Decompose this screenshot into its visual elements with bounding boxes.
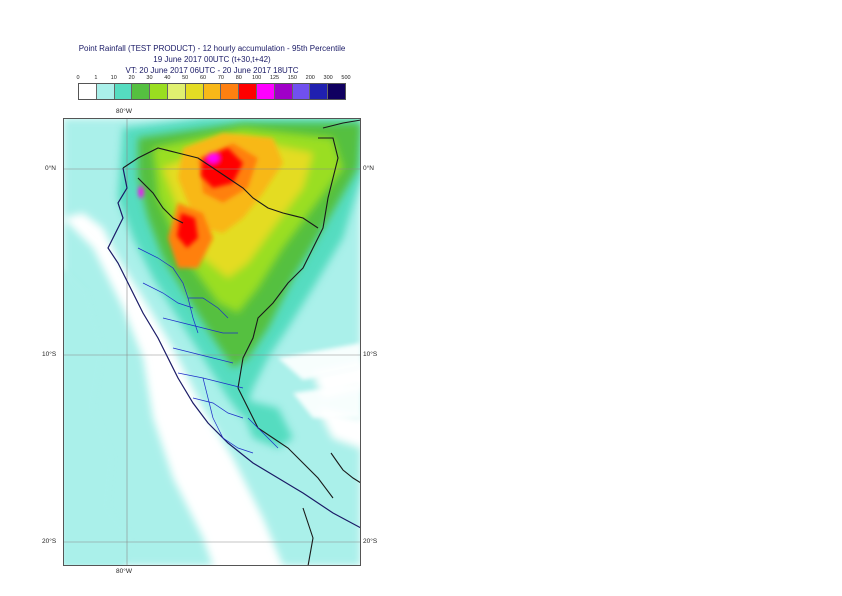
lat-label-0-right: 0°N: [363, 165, 374, 172]
legend-swatch-3: [132, 84, 151, 99]
legend-swatch-2: [114, 84, 133, 99]
lat-label-20-right: 20°S: [363, 538, 378, 545]
national-borders: [122, 119, 361, 566]
lon-label-top: 80°W: [116, 108, 132, 115]
legend-swatch-11: [274, 84, 293, 99]
legend-tick-0: 0: [76, 75, 80, 81]
legend-tick-9: 80: [235, 75, 242, 81]
legend-tick-12: 150: [287, 75, 297, 81]
map-svg: [63, 118, 361, 566]
legend-swatch-4: [150, 84, 168, 99]
legend-tick-11: 125: [269, 75, 280, 81]
lat-label-10-right: 10°S: [363, 351, 378, 358]
lat-label-20-left: 20°S: [42, 538, 57, 545]
map-frame: [63, 118, 361, 566]
legend-tick-2: 10: [110, 75, 117, 81]
coastline: [107, 167, 361, 529]
legend-tick-13: 200: [305, 75, 315, 81]
lat-label-10-left: 10°S: [42, 351, 57, 358]
legend-tick-3: 20: [128, 75, 135, 81]
rain-field-heavy: [138, 148, 243, 248]
graticule: [63, 118, 361, 566]
legend-swatch-12: [292, 84, 311, 99]
lat-label-0-left: 0°N: [45, 165, 56, 172]
legend-swatch-8: [221, 84, 240, 99]
legend-tick-15: 500: [341, 75, 351, 81]
lon-label-bottom: 80°W: [116, 568, 132, 575]
legend-tick-6: 50: [182, 75, 189, 81]
legend-tick-8: 70: [217, 75, 224, 81]
legend-tick-5: 40: [164, 75, 171, 81]
chart-subtitle-valid-time: VT: 20 June 2017 06UTC - 20 June 2017 18…: [125, 66, 299, 75]
legend-tick-4: 30: [146, 75, 153, 81]
color-legend: [78, 83, 346, 100]
legend-tick-10: 100: [252, 75, 262, 81]
legend-tick-7: 60: [200, 75, 207, 81]
legend-swatch-10: [256, 84, 275, 99]
legend-swatch-13: [310, 84, 329, 99]
no-rain-patches: [63, 268, 361, 566]
rainfall-map: [63, 118, 361, 566]
legend-swatch-6: [185, 84, 204, 99]
chart-subtitle-run: 19 June 2017 00UTC (t+30,t+42): [153, 55, 271, 64]
legend-swatch-0: [79, 84, 97, 99]
legend-swatch-5: [167, 84, 186, 99]
legend-tick-1: 1: [94, 75, 98, 81]
legend-tick-labels: 0 1 10 20 30 40 50 60 70 80 100 125 150 200 300 500: [0, 75, 842, 85]
legend-swatch-9: [239, 84, 257, 99]
legend-swatch-7: [203, 84, 222, 99]
chart-title: Point Rainfall (TEST PRODUCT) - 12 hourl…: [78, 44, 346, 53]
legend-swatch-1: [96, 84, 115, 99]
legend-tick-14: 300: [323, 75, 333, 81]
regional-borders: [137, 247, 279, 454]
legend-swatch-14: [328, 84, 345, 99]
